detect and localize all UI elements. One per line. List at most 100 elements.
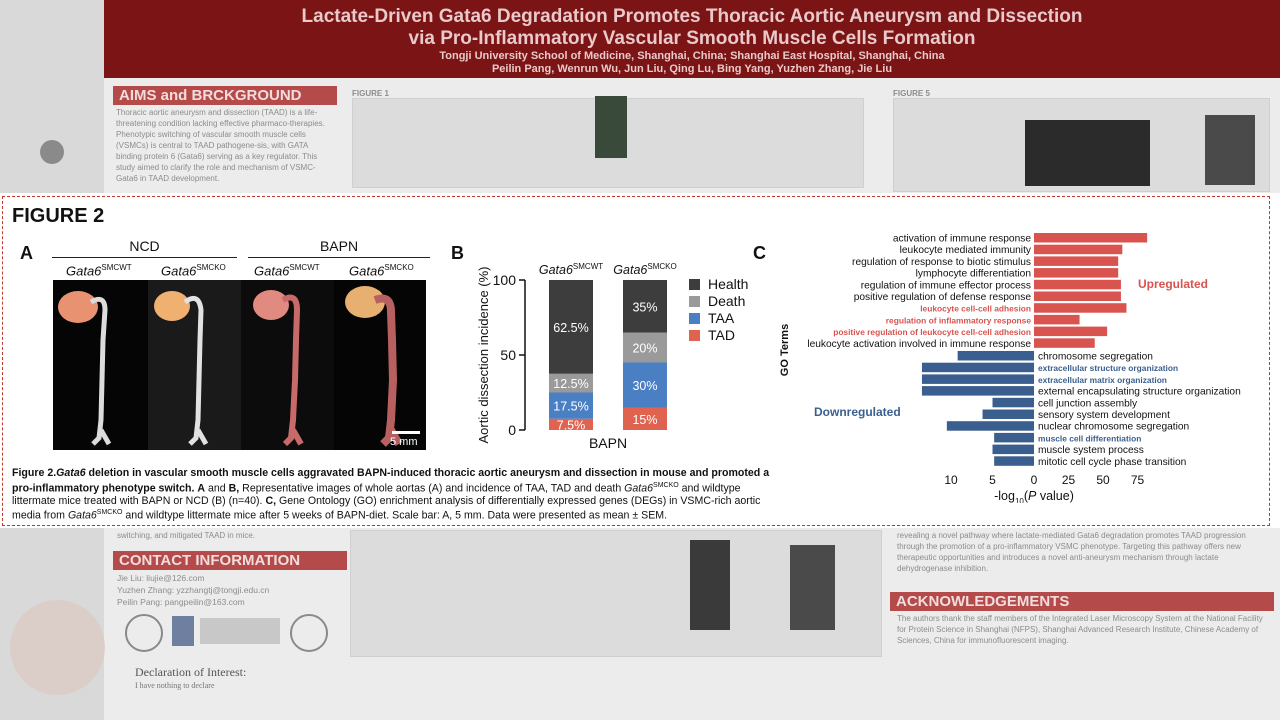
y-tick-label: 50: [500, 347, 516, 363]
caption-ab-text2: and wildtype littermate mice treated wit…: [12, 482, 741, 507]
caption-ko-sup: SMCKO: [653, 481, 679, 489]
go-bar-up: [1034, 326, 1108, 337]
x-tick-label: 0: [1031, 473, 1038, 487]
tongji-shield-icon: [172, 616, 194, 646]
x-tick-label: 10: [944, 473, 958, 487]
genotype-label-2: Gata6SMCKO: [161, 263, 226, 279]
go-bar-down: [982, 409, 1034, 419]
western-blot-1: [690, 540, 730, 630]
caption-fig-label: Figure 2.: [12, 467, 57, 479]
data-label: 20%: [632, 342, 657, 356]
side-dot-icon: [40, 140, 64, 164]
contact-line-2: Yuzhen Zhang: yzzhangtj@tongji.edu.cn: [117, 585, 270, 595]
bar-segment-tad: [549, 418, 593, 430]
category-label: Gata6SMCKO: [613, 262, 676, 277]
go-bar-up: [1034, 268, 1119, 278]
go-term-down-label: sensory system development: [1038, 410, 1170, 421]
group-bapn-label: BAPN: [319, 238, 359, 254]
go-bar-down: [921, 374, 1034, 384]
go-bar-down: [921, 362, 1034, 373]
legend-swatch-tad: [689, 330, 700, 341]
poster-banner: Lactate-Driven Gata6 Degradation Promote…: [104, 0, 1280, 78]
figure5-bars: [1205, 115, 1255, 185]
go-term-down-label: muscle system process: [1038, 445, 1144, 456]
data-label: 17.5%: [553, 400, 588, 414]
go-bar-down: [946, 421, 1034, 431]
go-term-up-label: positive regulation of leukocyte cell-ce…: [833, 327, 1031, 337]
go-term-up-label: positive regulation of defense response: [854, 292, 1032, 303]
caption-ko-gene: Gata6: [624, 482, 654, 495]
x-tick-label: 50: [1096, 473, 1110, 487]
bar-segment-death: [549, 373, 593, 393]
data-label: 7.5%: [557, 418, 586, 432]
go-term-up-label: leukocyte activation involved in immune …: [807, 339, 1031, 350]
x-axis-title: -log10(P value): [994, 489, 1074, 503]
poster-title-line1: Lactate-Driven Gata6 Degradation Promote…: [301, 6, 1083, 27]
decorative-circle-icon: [10, 600, 105, 695]
legend-swatch-health: [689, 279, 700, 290]
y-axis-title: GO Terms: [779, 324, 791, 376]
bar-segment-health: [623, 280, 667, 333]
group-ncd-label: NCD: [129, 238, 160, 254]
go-bar-up: [1034, 279, 1121, 290]
category-label: Gata6SMCWT: [539, 262, 603, 277]
upregulated-label: Upregulated: [1138, 277, 1208, 291]
aorta-specimen-3: [253, 290, 304, 447]
x-axis-group-label: BAPN: [589, 435, 627, 451]
university-seal-icon: [125, 614, 163, 652]
aorta-specimen-2: [154, 291, 209, 446]
x-tick-label: 25: [1062, 473, 1076, 487]
declaration-title: Declaration of Interest:: [135, 665, 247, 679]
go-bar-up: [1034, 314, 1080, 325]
contact-line-3: Peilin Pang: pangpeilin@163.com: [117, 597, 245, 607]
go-bar-down: [994, 432, 1034, 443]
go-bar-up: [1034, 303, 1127, 313]
data-label: 30%: [632, 379, 657, 393]
figure5-photo: [1025, 120, 1150, 186]
go-bar-down: [957, 351, 1034, 361]
acknowledgements-text: The authors thank the staff members of t…: [897, 614, 1263, 645]
data-label: 62.5%: [553, 321, 588, 335]
conclusion-text: revealing a novel pathway where lactate-…: [897, 531, 1246, 573]
go-term-up-label: activation of immune response: [893, 234, 1032, 245]
caption-ko-gene2: Gata6: [67, 509, 97, 522]
caption-ab-text: Representative images of whole aortas (A…: [239, 482, 625, 495]
aims-heading: AIMS and BRCKGROUND: [113, 86, 337, 105]
genotype-label-1: Gata6SMCWT: [66, 263, 132, 279]
legend-label-death: Death: [708, 293, 745, 309]
group-bapn-line: [248, 257, 430, 258]
caption-c-text2: and wildtype littermate mice after 5 wee…: [122, 509, 668, 522]
legend-swatch-death: [689, 296, 700, 307]
poster-affiliation: Tongji University School of Medicine, Sh…: [439, 50, 945, 62]
go-term-up-label: regulation of response to biotic stimulu…: [852, 257, 1031, 268]
data-label: 12.5%: [553, 377, 588, 391]
go-bar-up: [1034, 291, 1121, 301]
go-term-down-label: chromosome segregation: [1038, 352, 1153, 363]
go-term-down-label: mitotic cell cycle phase transition: [1038, 457, 1186, 468]
go-term-down-label: external encapsulating structure organiz…: [1038, 387, 1241, 398]
downregulated-label: Downregulated: [814, 405, 901, 419]
caption-ab-label: A: [197, 482, 206, 495]
go-bar-down: [992, 397, 1034, 408]
caption-c-label: C,: [265, 494, 277, 507]
caption-gene: Gata6: [56, 467, 86, 479]
go-bar-up: [1034, 338, 1095, 348]
figure2-caption: Figure 2.Gata6 deletion in vascular smoo…: [12, 467, 782, 522]
bar-segment-taa: [549, 392, 593, 419]
legend-label-taa: TAA: [708, 310, 735, 326]
aorta-photo-svg: [58, 280, 403, 450]
contact-line-1: Jie Liu: liujie@126.com: [117, 573, 205, 583]
data-label: 15%: [632, 413, 657, 427]
acknowledgements-heading: ACKNOWLEDGEMENTS: [890, 592, 1274, 611]
caption-b-label: B,: [228, 482, 240, 495]
panel-a-label: A: [20, 243, 33, 263]
go-bar-down: [992, 444, 1034, 455]
poster-title-line2: via Pro-Inflammatory Vascular Smooth Mus…: [408, 28, 976, 49]
go-bar-down: [921, 386, 1034, 396]
go-term-up-label: leukocyte cell-cell adhesion: [920, 304, 1031, 314]
go-term-up-label: lymphocyte differentiation: [916, 269, 1031, 280]
caption-c-text: Gene Ontology (GO) enrichment analysis o…: [12, 494, 761, 522]
bar-segment-health: [549, 280, 593, 374]
go-term-down-label: cell junction assembly: [1038, 398, 1138, 409]
